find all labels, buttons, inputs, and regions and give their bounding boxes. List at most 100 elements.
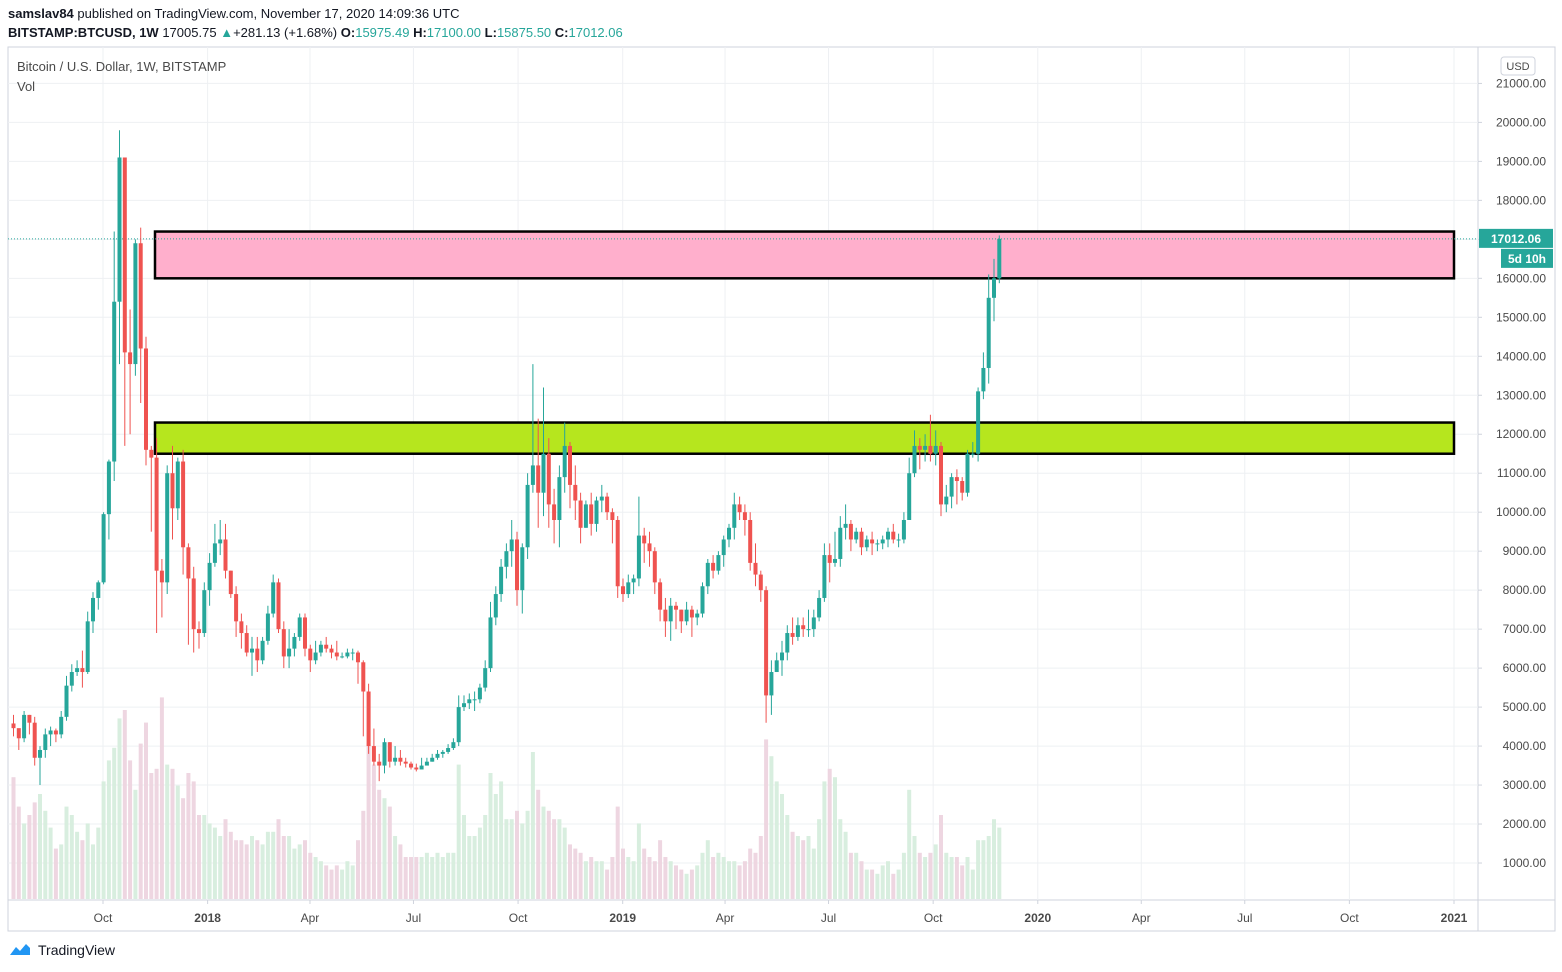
volume-bar — [403, 857, 408, 899]
candle — [928, 414, 933, 462]
volume-bar — [197, 815, 201, 899]
volume-bar — [228, 831, 233, 899]
candle-body — [446, 748, 451, 752]
candle — [864, 535, 869, 552]
candle — [610, 508, 615, 544]
candle-body — [334, 652, 339, 657]
candle-body — [679, 609, 684, 622]
candle-body — [106, 461, 111, 515]
candle-body — [546, 453, 551, 505]
time-tick-label: Jul — [821, 911, 836, 925]
volume-bar — [350, 865, 355, 899]
volume-bar — [382, 798, 387, 899]
candle-body — [817, 597, 822, 618]
volume-bar — [785, 815, 790, 899]
volume-bar — [642, 848, 647, 899]
candle — [997, 235, 1002, 284]
candle — [488, 601, 493, 673]
volume-bar — [292, 848, 297, 899]
candle — [520, 543, 525, 614]
candle — [954, 469, 959, 505]
candle — [912, 430, 917, 478]
candle-body — [403, 761, 408, 764]
volume-bar — [578, 852, 583, 899]
candle-body — [138, 243, 143, 349]
volume-bar — [170, 768, 175, 899]
candle — [504, 543, 509, 579]
candle — [552, 488, 557, 544]
volume-bar — [933, 844, 938, 899]
candle — [271, 574, 276, 618]
volume-bar — [848, 852, 853, 899]
candle — [711, 555, 716, 579]
candle-body — [928, 445, 933, 454]
candle — [138, 227, 143, 404]
volume-bar — [536, 789, 541, 899]
candle — [297, 613, 302, 641]
candle — [716, 551, 721, 575]
candle-body — [451, 742, 456, 749]
author-name[interactable]: samslav84 — [8, 6, 74, 21]
candle-body — [435, 753, 440, 758]
candle-body — [530, 465, 535, 485]
volume-bar — [530, 752, 535, 899]
countdown-badge: 5d 10h — [1501, 248, 1553, 268]
candle — [981, 352, 986, 400]
volume-legend: Vol — [17, 79, 36, 94]
volume-bar — [870, 869, 875, 899]
currency-badge-box — [1500, 56, 1536, 76]
volume-bar — [303, 840, 307, 899]
candle-body — [562, 445, 567, 478]
volume-bar — [981, 840, 986, 899]
volume-bar — [631, 861, 636, 899]
high-label: H: — [413, 25, 427, 40]
volume-bar — [175, 785, 180, 899]
volume-bar — [827, 768, 832, 899]
volume-bar — [912, 836, 917, 899]
volume-bar — [774, 781, 779, 899]
candle-body — [700, 586, 705, 614]
volume-bar — [811, 848, 816, 899]
candle — [562, 422, 567, 493]
volume-bar — [287, 836, 292, 899]
candle-body — [573, 484, 578, 501]
candle-body — [917, 445, 922, 450]
tradingview-logo-icon[interactable] — [8, 942, 32, 958]
time-tick-label: Oct — [1340, 911, 1359, 925]
candle — [901, 512, 906, 544]
time-tick-label: Jul — [406, 911, 421, 925]
candle — [265, 605, 270, 645]
candle-body — [896, 539, 901, 541]
candle-body — [631, 578, 636, 583]
candle — [785, 625, 790, 661]
volume-bar — [546, 810, 551, 899]
ohlc-header: BITSTAMP:BTCUSD, 1W 17005.75 ▲+281.13 (+… — [8, 25, 623, 40]
volume-bar — [997, 827, 1002, 899]
candle-body — [287, 648, 292, 657]
volume-bar — [96, 827, 101, 899]
candle — [313, 640, 318, 665]
candle-body — [80, 668, 85, 673]
candle — [917, 438, 922, 470]
candle — [218, 519, 223, 556]
candle — [631, 574, 636, 595]
volume-bar — [80, 840, 85, 899]
candle — [234, 586, 239, 637]
candle-body — [117, 157, 122, 302]
candle — [80, 650, 85, 688]
footer-brand[interactable]: TradingView — [38, 942, 116, 958]
volume-bar — [573, 848, 578, 899]
candle-body — [175, 461, 180, 509]
volume-bar — [817, 819, 822, 899]
candle-body — [154, 457, 159, 571]
time-tick-label: Oct — [924, 911, 943, 925]
candle-body — [997, 238, 1002, 279]
volume-bar — [250, 836, 254, 899]
candle-body — [970, 453, 975, 455]
candle — [22, 710, 27, 743]
volume-bar — [308, 852, 313, 899]
candle-body — [515, 539, 519, 591]
candle-body — [212, 543, 217, 563]
candle-body — [128, 352, 133, 365]
